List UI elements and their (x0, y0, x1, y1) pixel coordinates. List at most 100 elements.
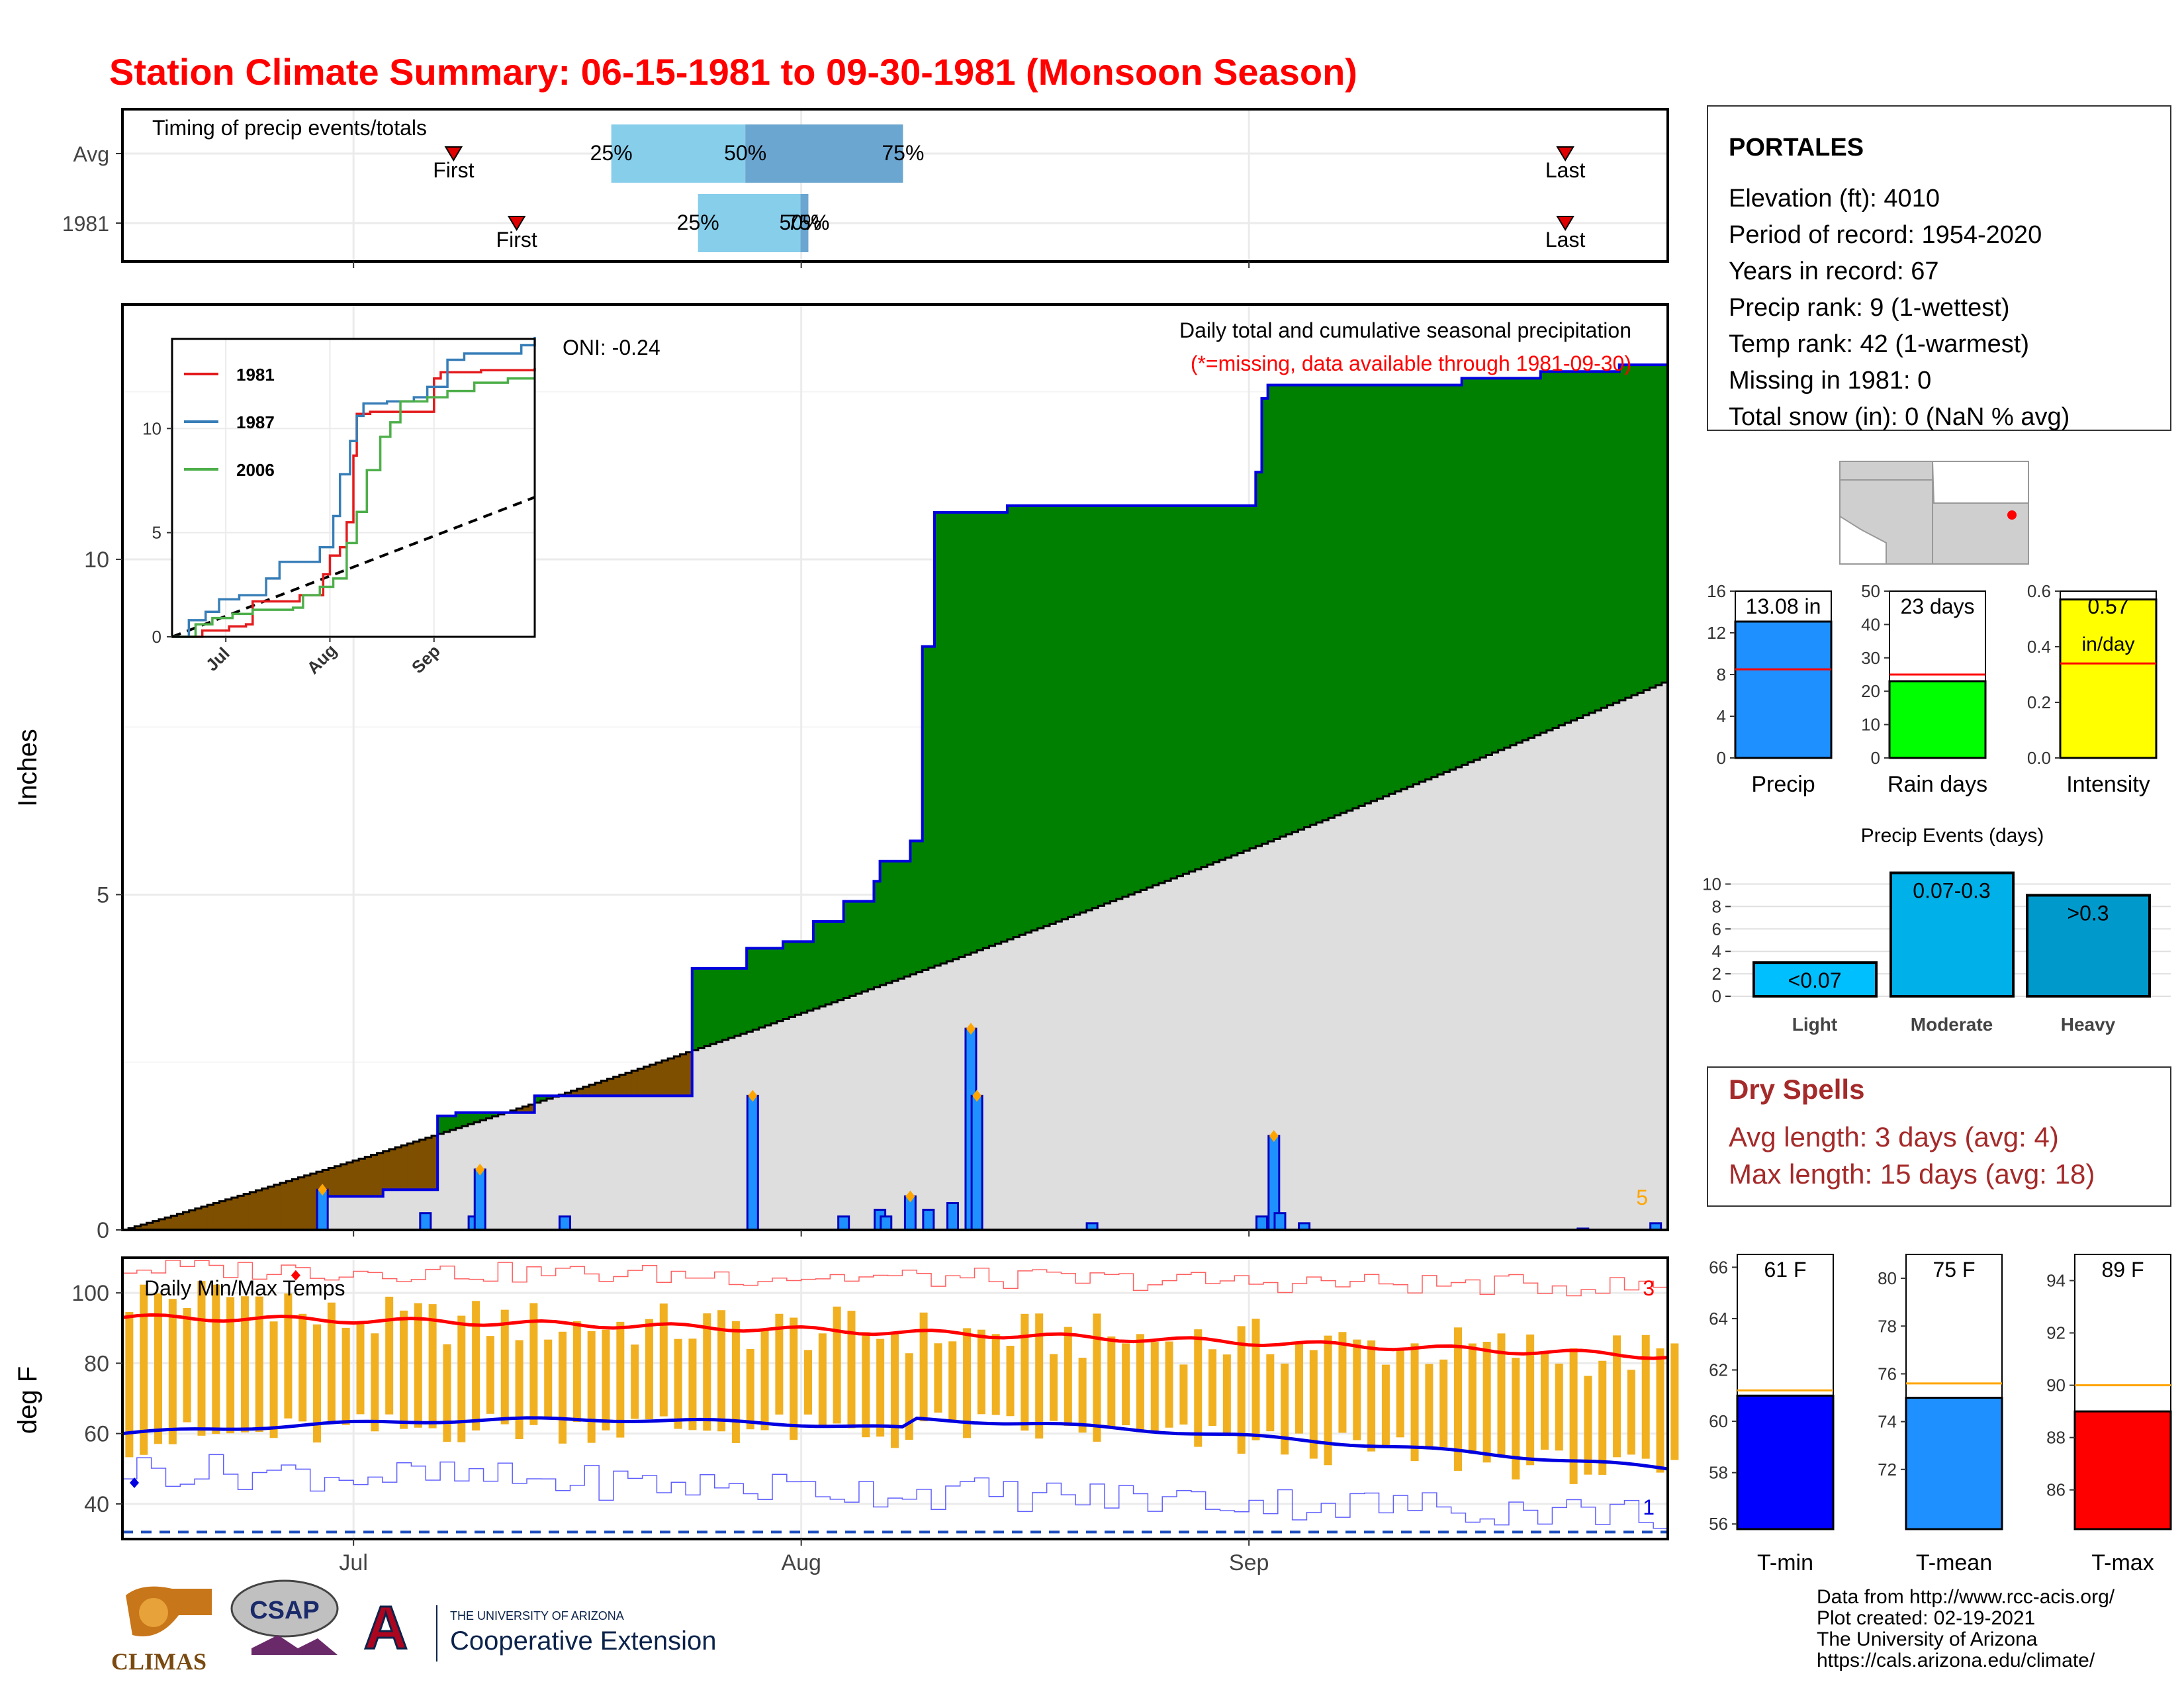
precip-surplus-fill (1244, 505, 1250, 851)
precip-grey-fill (346, 1196, 353, 1230)
precip-surplus-fill (1207, 505, 1214, 865)
precip-grey-fill (728, 1037, 735, 1230)
precip-surplus-fill (1073, 505, 1081, 915)
daily-temp-bar (746, 1348, 754, 1430)
daily-precip-bar (1255, 1215, 1268, 1231)
daily-temp-bar (1165, 1341, 1173, 1428)
precip-ytick: 0 (97, 1218, 109, 1243)
precip-surplus-fill (698, 968, 705, 1049)
precip-deficit-fill (582, 1086, 590, 1096)
precip-grey-fill (643, 1096, 651, 1230)
precip-deficit-fill (395, 1147, 402, 1190)
precip-grey-fill (1419, 782, 1426, 1230)
precip-grey-fill (801, 1012, 808, 1230)
temp-bar-ytick: 88 (2046, 1428, 2066, 1448)
precip-grey-fill (1098, 906, 1105, 1230)
precip-grey-fill (1601, 708, 1608, 1230)
precip-grey-fill (910, 974, 917, 1230)
precip-grey-fill (1661, 682, 1668, 1230)
precip-grey-fill (764, 1025, 772, 1230)
precip-grey-fill (607, 1096, 614, 1230)
temp-bar-value-label: 89 F (2101, 1258, 2144, 1282)
precip-grey-fill (504, 1112, 511, 1230)
min-record-marker (130, 1477, 139, 1488)
precip-grey-fill (1164, 880, 1171, 1230)
daily-temp-bar (1569, 1348, 1578, 1484)
precip-surplus-fill (486, 1112, 493, 1119)
credit-line: https://cals.arizona.edu/climate/ (1817, 1650, 2095, 1671)
precip-deficit-fill (413, 1141, 420, 1190)
daily-temp-bar (1598, 1360, 1607, 1475)
precip-grey-fill (1183, 874, 1190, 1230)
precip-surplus-fill (1407, 385, 1414, 787)
precip-grey-fill (565, 1096, 572, 1230)
temp-bar-value-label: 75 F (1933, 1258, 1975, 1282)
precip-grey-fill (637, 1096, 644, 1230)
precip-deficit-fill (359, 1158, 365, 1197)
inset-border (171, 338, 536, 638)
precip-grey-fill (1649, 687, 1657, 1230)
precip-grey-fill (655, 1096, 662, 1230)
precip-surplus-fill (1334, 385, 1342, 816)
precip-grey-fill (388, 1190, 396, 1230)
precip-surplus-fill (1419, 385, 1426, 782)
precip-deficit-fill (140, 1224, 148, 1230)
precip-grey-fill (1025, 932, 1032, 1230)
precip-grey-fill (1498, 750, 1505, 1230)
precip-surplus-fill (1619, 365, 1626, 700)
precip-grey-fill (770, 1023, 778, 1230)
precip-grey-fill (1134, 892, 1141, 1230)
precip-surplus-fill (1177, 505, 1183, 876)
precip-surplus-fill (874, 881, 881, 988)
daily-temp-bar (572, 1321, 581, 1423)
precip-grey-fill (1128, 894, 1135, 1230)
precip-surplus-fill (1388, 385, 1396, 794)
precip-deficit-fill (383, 1150, 390, 1190)
precip-grey-fill (1279, 836, 1287, 1230)
precip-deficit-fill (286, 1181, 293, 1230)
precip-grey-fill (377, 1196, 384, 1230)
daily-temp-bar (1367, 1340, 1376, 1452)
credit-line: The University of Arizona (1817, 1628, 2038, 1650)
precip-surplus-fill (1085, 505, 1093, 911)
daily-temp-bar (1627, 1370, 1635, 1455)
info-line: Precip rank: 9 (1-wettest) (1729, 294, 2009, 322)
timing-p50-label: 50% (780, 211, 822, 234)
events-ytick: 0 (1712, 986, 1721, 1006)
precip-grey-fill (1371, 801, 1377, 1230)
precip-grey-fill (449, 1130, 457, 1230)
precip-grey-fill (1146, 887, 1154, 1230)
temp-count-min: 1 (1643, 1495, 1655, 1519)
precip-grey-fill (698, 1048, 705, 1230)
daily-temp-bar (1251, 1319, 1260, 1440)
info-box (1707, 105, 2171, 431)
precip-surplus-fill (1492, 378, 1499, 753)
daily-temp-bar (1208, 1349, 1217, 1427)
precip-deficit-fill (244, 1194, 250, 1230)
precip-grey-fill (1085, 910, 1093, 1230)
precip-grey-fill (674, 1096, 680, 1230)
precip-surplus-fill (443, 1115, 450, 1132)
precip-surplus-fill (758, 948, 766, 1028)
summary-ytick: 40 (1861, 614, 1880, 634)
csap-logo-text: CSAP (250, 1597, 320, 1624)
precip-grey-fill (1607, 705, 1614, 1230)
precip-surplus-fill (1553, 371, 1559, 728)
precip-surplus-fill (1273, 385, 1281, 839)
daily-temp-bar (443, 1344, 451, 1442)
precip-grey-fill (1437, 774, 1444, 1230)
climas-logo-shape (126, 1586, 212, 1636)
precip-grey-fill (340, 1196, 347, 1230)
info-line: Missing in 1981: 0 (1729, 367, 1931, 395)
summary-bar-name: Rain days (1888, 772, 1987, 797)
precip-grey-fill (467, 1124, 475, 1230)
daily-temp-bar (602, 1329, 610, 1430)
timing-title: Timing of precip events/totals (152, 116, 427, 140)
precip-deficit-fill (334, 1166, 341, 1197)
daily-peak-marker (1269, 1130, 1279, 1143)
precip-grey-fill (874, 987, 881, 1230)
daily-precip-bar (419, 1212, 432, 1231)
precip-surplus-fill (849, 901, 856, 996)
record-min-line (122, 1454, 1668, 1529)
precip-surplus-fill (1467, 378, 1475, 763)
